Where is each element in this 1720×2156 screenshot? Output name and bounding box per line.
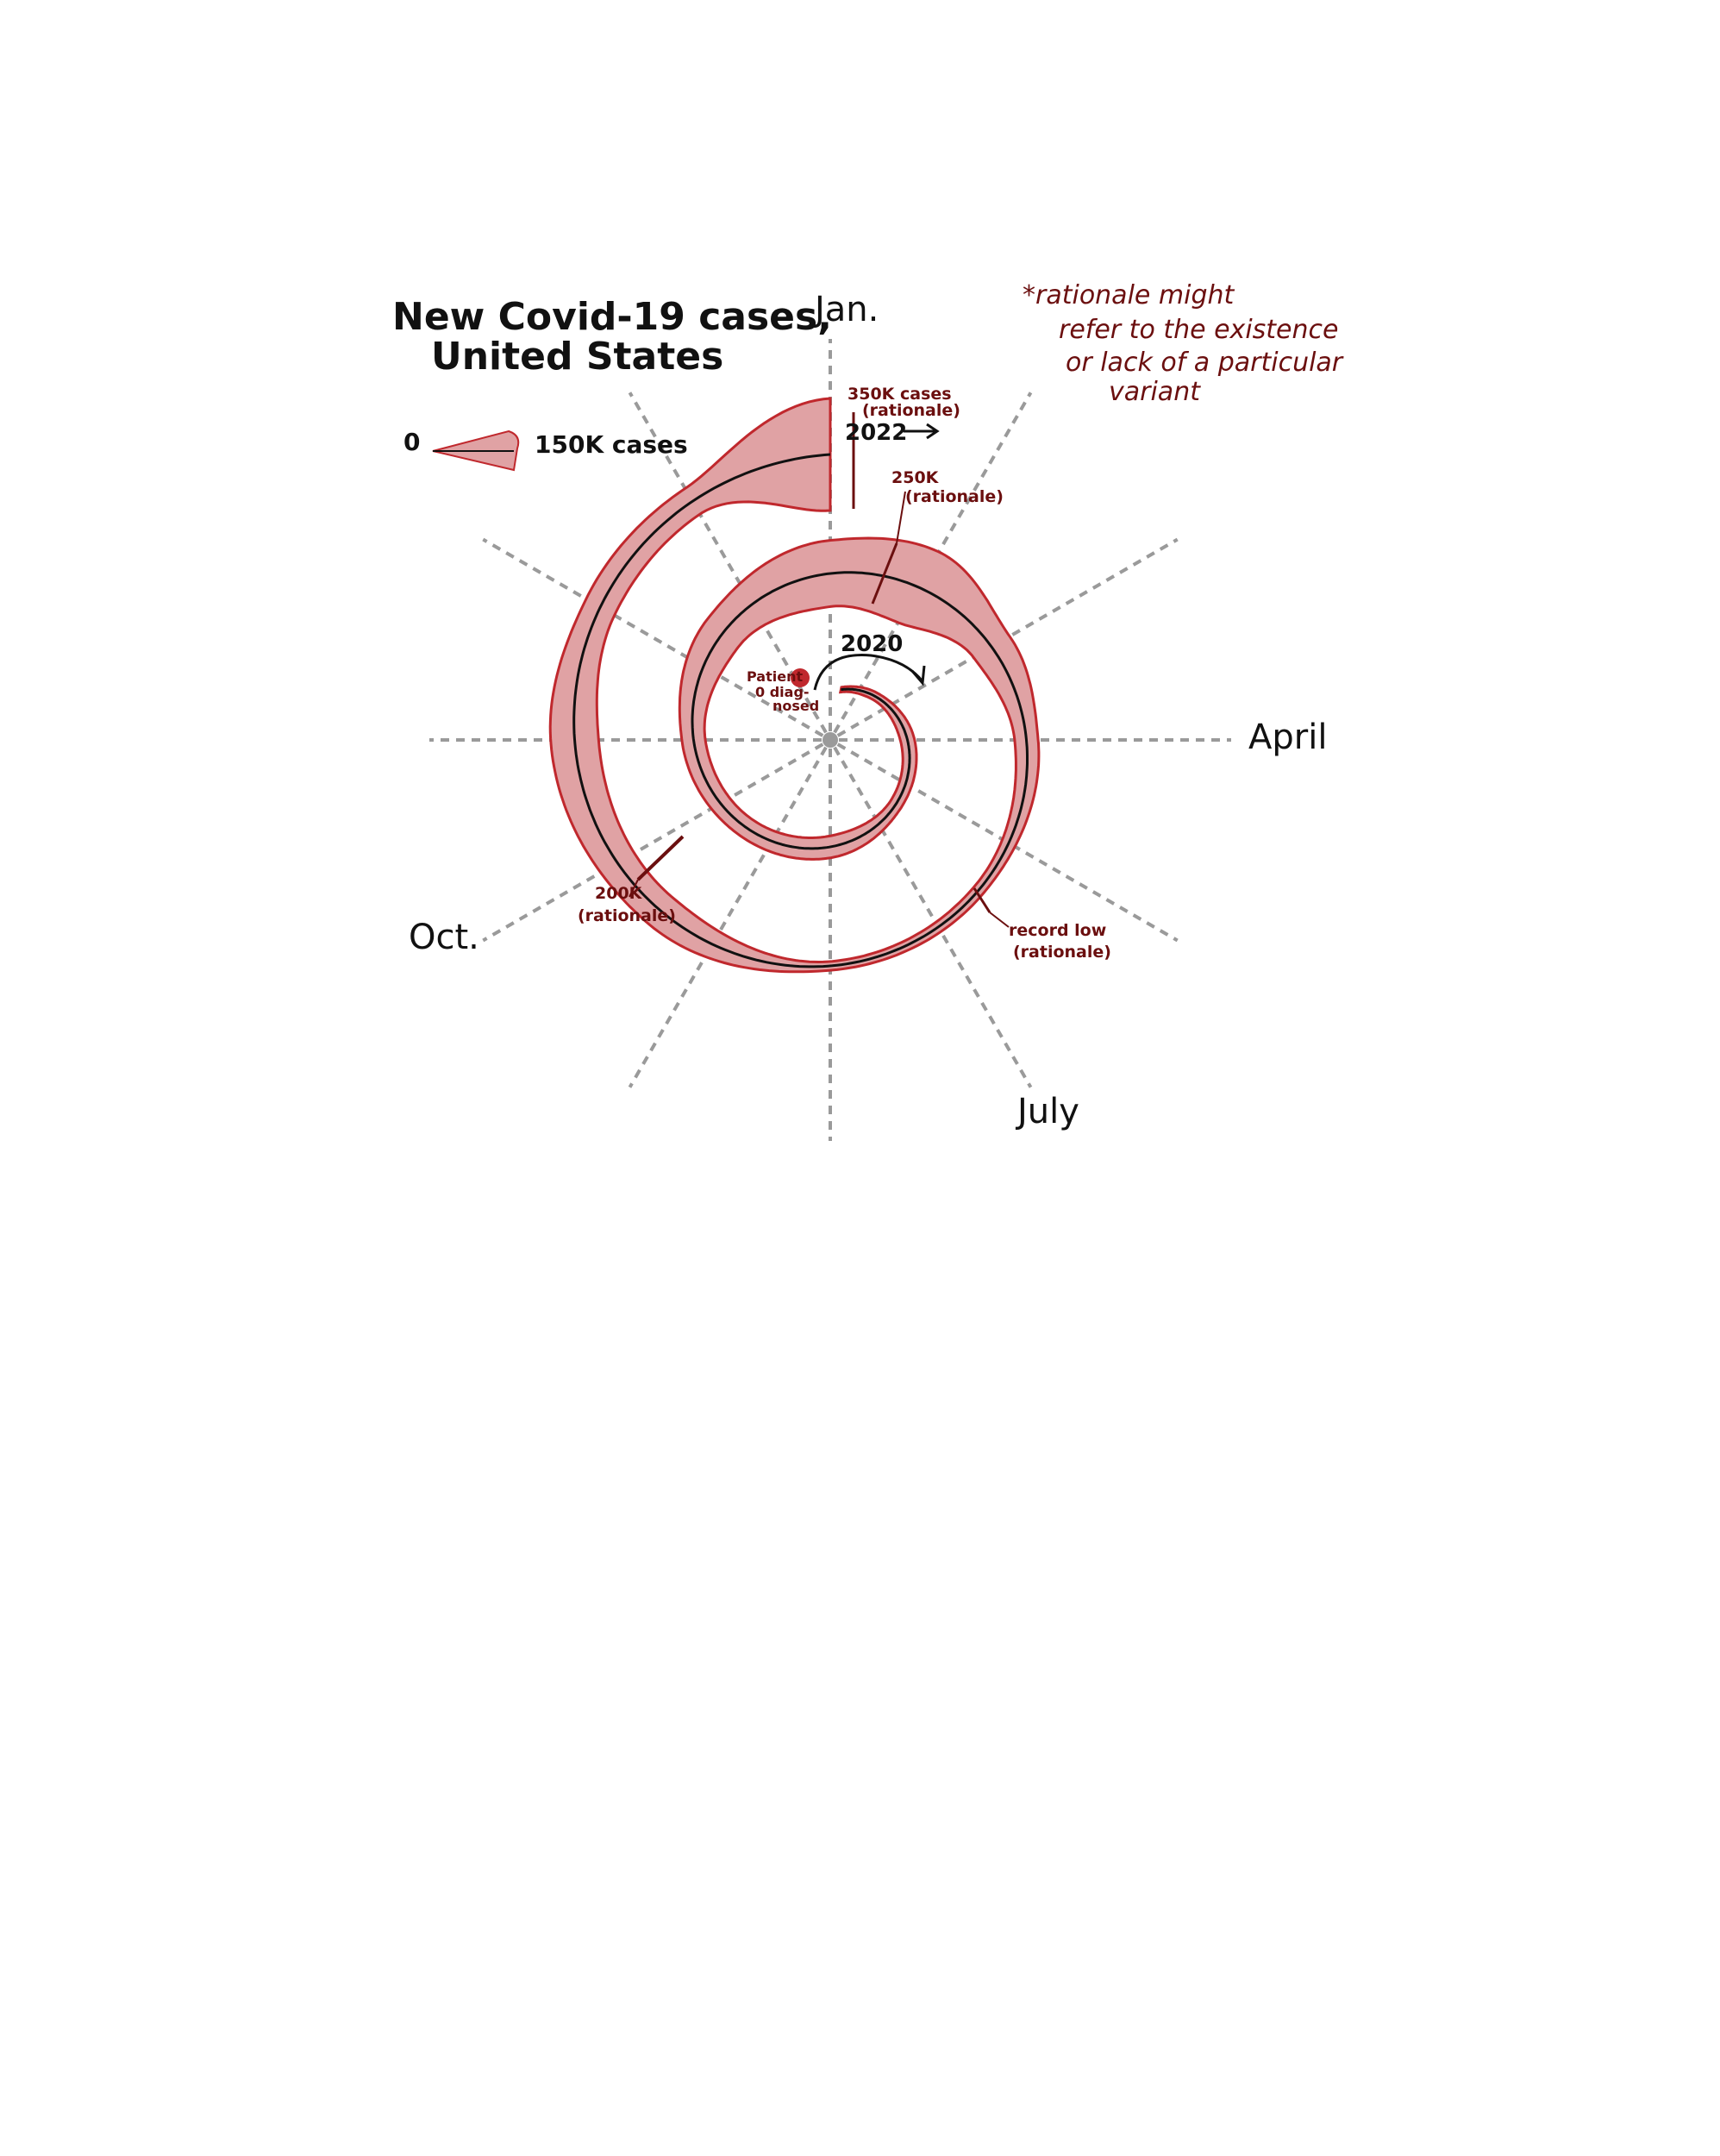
radial-axis-month-8 (628, 746, 828, 1088)
radial-axis-month-5 (836, 743, 1179, 943)
tick-200k (636, 835, 685, 881)
legend: 0 150K cases (403, 428, 688, 472)
note-line1: *rationale might (1023, 280, 1235, 310)
spiral-band-area (548, 397, 1041, 974)
year-2022-arrow (904, 423, 940, 440)
axis-label-jan: Jan. (812, 290, 879, 329)
chart-title-line1: New Covid-19 cases, (392, 295, 832, 339)
year-2020-arrowhead (910, 665, 926, 686)
annotation-peak-line1: 350K cases (847, 385, 952, 404)
leader-200k (629, 879, 639, 898)
annotation-250k-line2: (rationale) (905, 487, 1004, 506)
radial-axis-month-11 (482, 537, 824, 737)
note-line2: refer to the existence (1059, 315, 1338, 345)
radial-axis-month-9 (482, 743, 824, 943)
year-label-2020: 2020 (841, 631, 903, 657)
spiral-center-line (572, 453, 1029, 968)
axis-label-july: July (1015, 1092, 1079, 1131)
axis-label-oct: Oct. (409, 918, 479, 957)
axis-label-april: April (1248, 718, 1327, 757)
spiral-band (548, 397, 1041, 974)
center-hub (822, 732, 838, 748)
radial-axis-month-2 (833, 392, 1033, 734)
annotation-200k-line2: (rationale) (578, 906, 676, 925)
tick-record-low (973, 887, 991, 913)
year-2020-arrow (813, 654, 924, 691)
annotation-origin-line2: 0 diag- (755, 684, 810, 700)
chart-title-line2: United States (431, 335, 723, 379)
annotation-origin-line1: Patient (747, 668, 803, 685)
annotation-origin-line3: nosed (772, 698, 819, 714)
radial-axis-month-3 (836, 537, 1179, 737)
patient-zero-dot (791, 668, 810, 687)
year-label-2022: 2022 (845, 420, 907, 446)
note-line3: or lack of a particular (1066, 348, 1344, 378)
tick-250k (871, 542, 898, 605)
note-line4: variant (1109, 377, 1201, 407)
radial-axis-month-6 (833, 746, 1033, 1088)
spiral-line (572, 453, 1029, 968)
legend-zero-label: 0 (403, 428, 420, 456)
annotation-200k-line1: 200K (595, 884, 643, 903)
leader-250k (896, 491, 906, 544)
annotation-record-low-line1: record low (1009, 921, 1106, 940)
annotation-250k-line1: 250K (891, 468, 940, 487)
annotation-record-low-line2: (rationale) (1013, 943, 1111, 962)
legend-max-label: 150K cases (535, 430, 688, 459)
leader-record-low (989, 912, 1010, 928)
annotation-ticks (629, 412, 1010, 928)
annotation-peak-line2: (rationale) (862, 401, 960, 420)
